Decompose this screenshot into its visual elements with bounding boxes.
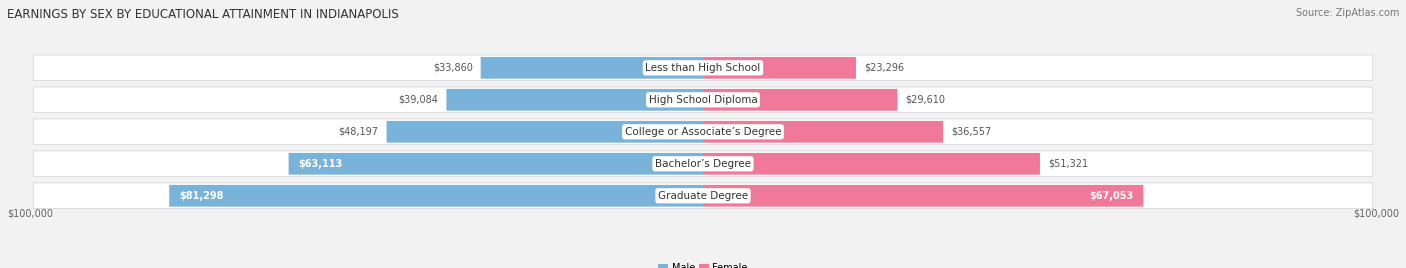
- FancyBboxPatch shape: [34, 55, 1372, 81]
- Text: $51,321: $51,321: [1047, 159, 1088, 169]
- FancyBboxPatch shape: [34, 87, 1372, 113]
- Text: Bachelor’s Degree: Bachelor’s Degree: [655, 159, 751, 169]
- FancyBboxPatch shape: [34, 119, 1372, 145]
- Text: $48,197: $48,197: [339, 127, 378, 137]
- FancyBboxPatch shape: [703, 89, 897, 111]
- Legend: Male, Female: Male, Female: [654, 259, 752, 268]
- Text: $100,000: $100,000: [7, 209, 53, 219]
- Text: $39,084: $39,084: [399, 95, 439, 105]
- FancyBboxPatch shape: [387, 121, 703, 143]
- FancyBboxPatch shape: [703, 185, 1143, 207]
- FancyBboxPatch shape: [169, 185, 703, 207]
- FancyBboxPatch shape: [34, 183, 1372, 209]
- FancyBboxPatch shape: [481, 57, 703, 79]
- Text: $23,296: $23,296: [863, 63, 904, 73]
- FancyBboxPatch shape: [34, 151, 1372, 177]
- FancyBboxPatch shape: [703, 121, 943, 143]
- Text: $100,000: $100,000: [1353, 209, 1399, 219]
- Text: Less than High School: Less than High School: [645, 63, 761, 73]
- Text: $63,113: $63,113: [298, 159, 343, 169]
- FancyBboxPatch shape: [703, 57, 856, 79]
- Text: High School Diploma: High School Diploma: [648, 95, 758, 105]
- Text: $67,053: $67,053: [1090, 191, 1133, 201]
- FancyBboxPatch shape: [703, 153, 1040, 175]
- Text: College or Associate’s Degree: College or Associate’s Degree: [624, 127, 782, 137]
- Text: $81,298: $81,298: [179, 191, 224, 201]
- FancyBboxPatch shape: [288, 153, 703, 175]
- FancyBboxPatch shape: [446, 89, 703, 111]
- Text: $29,610: $29,610: [905, 95, 945, 105]
- Text: Source: ZipAtlas.com: Source: ZipAtlas.com: [1295, 8, 1399, 18]
- Text: $36,557: $36,557: [950, 127, 991, 137]
- Text: Graduate Degree: Graduate Degree: [658, 191, 748, 201]
- Text: $33,860: $33,860: [433, 63, 472, 73]
- Text: EARNINGS BY SEX BY EDUCATIONAL ATTAINMENT IN INDIANAPOLIS: EARNINGS BY SEX BY EDUCATIONAL ATTAINMEN…: [7, 8, 399, 21]
